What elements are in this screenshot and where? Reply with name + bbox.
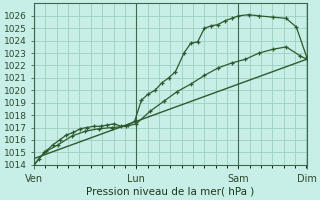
X-axis label: Pression niveau de la mer( hPa ): Pression niveau de la mer( hPa ) [86, 187, 254, 197]
